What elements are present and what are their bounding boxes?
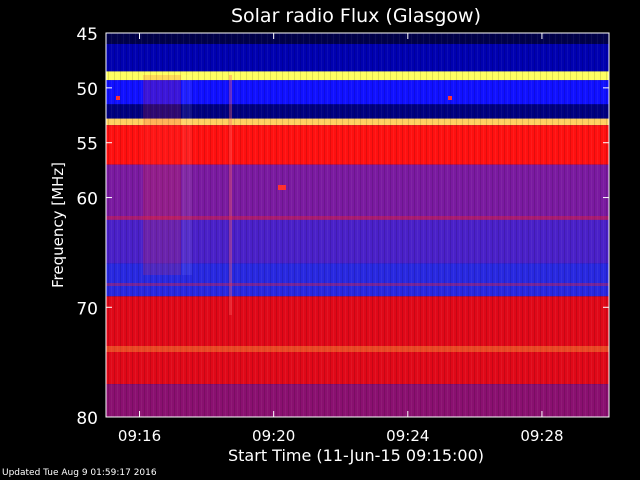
dotted-band-62mhz: [106, 216, 609, 220]
y-axis: 45 50 55 60 70 80: [76, 25, 609, 429]
y-tick-label: 55: [76, 135, 98, 155]
hot-pixel-1: [278, 185, 286, 190]
x-axis: 09:16 09:20 09:24 09:28: [118, 33, 564, 445]
x-axis-label: Start Time (11-Jun-15 09:15:00): [228, 446, 484, 465]
x-tick-label: 09:24: [386, 427, 429, 445]
burst-region-1: [143, 75, 181, 275]
burst-line: [229, 75, 232, 315]
plot-area: [106, 33, 609, 417]
y-tick-label: 70: [76, 299, 98, 319]
x-tick-label: 09:20: [252, 427, 295, 445]
x-tick-label: 09:16: [118, 427, 161, 445]
dotted-band-73mhz: [106, 346, 609, 352]
y-tick-label: 60: [76, 190, 98, 210]
plot-frame: [105, 32, 610, 418]
y-axis-label: Frequency [MHz]: [49, 162, 67, 288]
chart-title: Solar radio Flux (Glasgow): [231, 5, 481, 27]
x-tick-label: 09:28: [520, 427, 563, 445]
hot-pixel-2: [116, 96, 120, 100]
y-tick-label: 45: [76, 25, 98, 45]
y-tick-label: 80: [76, 409, 98, 429]
texture-streaks: [106, 33, 609, 417]
spectrogram-texture: [106, 33, 609, 417]
y-tick-label: 50: [76, 80, 98, 100]
dotted-band-68mhz: [106, 283, 609, 286]
hot-pixel-3: [448, 96, 452, 100]
burst-region-2: [182, 75, 192, 275]
updated-timestamp: Updated Tue Aug 9 01:59:17 2016: [2, 468, 157, 478]
